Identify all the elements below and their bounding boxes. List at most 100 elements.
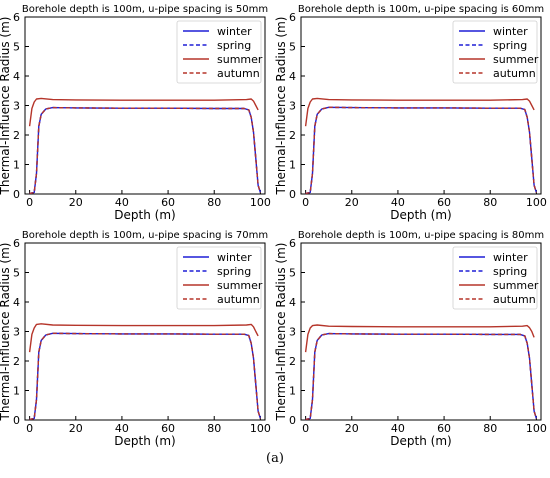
series-line-autumn [29,106,262,195]
series-line-winter [305,332,538,421]
series-line-spring [29,106,262,195]
series-line-summer [304,97,535,127]
x-tick-label: 100 [526,422,547,435]
y-tick-label: 2 [289,129,296,142]
x-tick-label: 80 [207,196,221,209]
legend-label-summer: summer [493,53,539,66]
series-line-autumn [305,332,538,421]
series-line-winter [29,106,262,195]
x-axis-label: Depth (m) [114,434,175,448]
chart-title: Borehole depth is 100m, u-pipe spacing i… [22,4,268,15]
y-tick-label: 4 [289,70,296,83]
legend-label-summer: summer [217,279,263,292]
x-tick-label: 80 [207,422,221,435]
y-tick-label: 5 [13,41,20,54]
legend-label-autumn: autumn [493,293,536,306]
y-tick-label: 1 [289,159,296,172]
x-tick-label: 60 [161,196,175,209]
y-tick-label: 3 [13,326,20,339]
y-tick-label: 2 [289,355,296,368]
y-tick-label: 1 [13,159,20,172]
x-tick-label: 0 [26,422,33,435]
y-tick-label: 1 [289,385,296,398]
y-tick-label: 4 [13,296,20,309]
x-tick-label: 60 [437,422,451,435]
y-tick-label: 0 [289,188,296,201]
legend-box [176,20,262,84]
y-tick-label: 2 [13,355,20,368]
y-tick-label: 6 [289,11,296,24]
series-line-autumn [305,106,538,195]
y-tick-label: 3 [289,326,296,339]
x-tick-label: 40 [391,422,405,435]
y-tick-label: 2 [13,129,20,142]
x-tick-label: 20 [345,196,359,209]
legend-label-winter: winter [493,25,528,38]
legend-label-spring: spring [217,39,251,52]
legend-box [452,246,538,310]
y-tick-label: 5 [13,267,20,280]
y-axis-label: Thermal-Influence Radius (m) [274,17,288,196]
y-axis-label: Thermal-Influence Radius (m) [0,17,12,196]
series-line-spring [305,106,538,195]
x-tick-label: 20 [69,422,83,435]
y-tick-label: 3 [13,100,20,113]
x-axis-label: Depth (m) [114,208,175,222]
x-tick-label: 20 [69,196,83,209]
series-line-summer [28,97,259,127]
legend-label-winter: winter [217,25,252,38]
x-tick-label: 80 [483,422,497,435]
series-line-winter [305,106,538,195]
x-tick-label: 0 [26,196,33,209]
x-tick-label: 40 [115,422,129,435]
y-axis-label: Thermal-Influence Radius (m) [274,243,288,422]
chart-panel: Borehole depth is 100m, u-pipe spacing i… [0,230,271,448]
legend-box [176,246,262,310]
chart-title: Borehole depth is 100m, u-pipe spacing i… [298,230,544,241]
x-tick-label: 40 [115,196,129,209]
legend-label-autumn: autumn [217,293,260,306]
y-tick-label: 6 [13,11,20,24]
chart-title: Borehole depth is 100m, u-pipe spacing i… [298,4,544,15]
x-axis-label: Depth (m) [390,434,451,448]
x-tick-label: 100 [250,196,271,209]
series-line-winter [29,332,262,421]
y-tick-label: 5 [289,267,296,280]
x-tick-label: 0 [302,196,309,209]
x-tick-label: 80 [483,196,497,209]
legend-label-summer: summer [493,279,539,292]
series-line-autumn [29,332,262,421]
y-tick-label: 1 [13,385,20,398]
chart-title: Borehole depth is 100m, u-pipe spacing i… [22,230,268,241]
chart-panel: Borehole depth is 100m, u-pipe spacing i… [274,230,547,448]
y-tick-label: 0 [13,414,20,427]
y-tick-label: 5 [289,41,296,54]
legend-label-spring: spring [493,265,527,278]
legend-label-autumn: autumn [217,67,260,80]
x-axis-label: Depth (m) [390,208,451,222]
chart-panel: Borehole depth is 100m, u-pipe spacing i… [0,4,271,222]
y-tick-label: 6 [13,237,20,250]
y-axis-label: Thermal-Influence Radius (m) [0,243,12,422]
legend-label-spring: spring [217,265,251,278]
legend-box [452,20,538,84]
figure-caption: (a) [266,451,284,466]
x-tick-label: 20 [345,422,359,435]
series-line-summer [28,323,259,353]
chart-panel: Borehole depth is 100m, u-pipe spacing i… [274,4,547,222]
legend-label-winter: winter [493,251,528,264]
x-tick-label: 60 [161,422,175,435]
y-tick-label: 6 [289,237,296,250]
legend-label-winter: winter [217,251,252,264]
legend-label-spring: spring [493,39,527,52]
x-tick-label: 40 [391,196,405,209]
y-tick-label: 4 [13,70,20,83]
x-tick-label: 60 [437,196,451,209]
y-tick-label: 4 [289,296,296,309]
y-tick-label: 3 [289,100,296,113]
series-line-spring [305,332,538,421]
legend-label-autumn: autumn [493,67,536,80]
series-line-summer [304,324,535,353]
x-tick-label: 0 [302,422,309,435]
